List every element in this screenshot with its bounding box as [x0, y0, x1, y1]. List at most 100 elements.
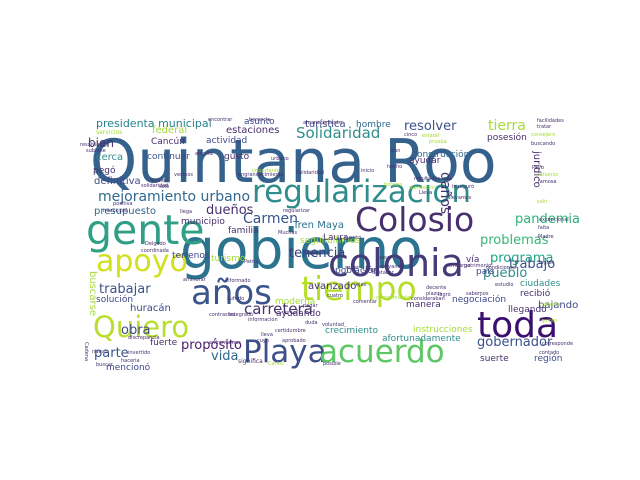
cloud-word: fuerte: [150, 338, 178, 348]
cloud-word: definitiva: [94, 176, 141, 187]
cloud-word: informado: [225, 278, 251, 284]
cloud-word: problemas: [480, 233, 549, 248]
cloud-word: apoyo: [96, 244, 188, 279]
cloud-word: salir: [537, 199, 548, 205]
cloud-word: comentar: [353, 299, 378, 305]
cloud-word: importante: [252, 168, 280, 174]
cloud-word: cumplimiento: [376, 295, 410, 301]
cloud-word: Llegar: [363, 267, 379, 273]
cloud-word: embargo: [448, 263, 470, 269]
cloud-word: continuar: [147, 152, 190, 162]
cloud-word: posible: [323, 361, 341, 367]
cloud-word: años: [191, 273, 272, 313]
cloud-word: trabajar: [99, 282, 151, 297]
cloud-word: Colosio: [355, 200, 474, 239]
cloud-word: coordinada: [141, 248, 169, 254]
cloud-word: famosa: [538, 179, 556, 185]
cloud-word: corresponde: [542, 341, 573, 347]
cloud-word: presupuesto: [94, 206, 156, 217]
cloud-word: región: [534, 353, 562, 364]
cloud-word: municipal: [103, 208, 127, 214]
cloud-word: últimos: [327, 236, 361, 246]
cloud-word: jurídico: [531, 150, 543, 188]
cloud-word: plazos: [426, 291, 442, 297]
cloud-word: resultados: [414, 176, 440, 182]
cloud-word: apoyando: [379, 264, 404, 270]
cloud-word: bajando: [538, 300, 578, 311]
cloud-word: invertido: [128, 350, 150, 356]
cloud-word: médica: [542, 301, 560, 308]
cloud-word: mejoramiento urbano: [98, 189, 250, 205]
cloud-word: Solidaridad: [296, 124, 380, 142]
cloud-word: negociación: [452, 294, 506, 305]
cloud-word: obra: [121, 323, 151, 338]
cloud-word: gobierno: [180, 217, 423, 281]
cloud-word: patrimonio: [464, 263, 491, 269]
cloud-word: inicio: [361, 168, 374, 174]
cloud-word: programa: [490, 251, 553, 266]
cloud-word: aminorar: [183, 277, 207, 283]
cloud-word: Quiero: [93, 310, 189, 344]
cloud-word: familia: [228, 226, 258, 236]
cloud-word: Playa: [243, 334, 327, 370]
cloud-word: pegó: [93, 165, 116, 176]
cloud-word: sublime: [86, 148, 106, 154]
cloud-word: decente: [426, 285, 446, 291]
cloud-word: suerte: [480, 354, 509, 364]
cloud-word: colonia: [328, 241, 464, 285]
cloud-word: lograr: [539, 260, 555, 266]
cloud-word: pagar: [303, 303, 318, 309]
cloud-word: legales: [150, 178, 168, 184]
cloud-word: dan: [391, 148, 400, 154]
cloud-word: pasar: [378, 255, 393, 261]
cloud-word: significa: [238, 358, 263, 365]
cloud-word: amanecimiento: [303, 120, 342, 126]
cloud-word: construcción: [412, 149, 469, 160]
cloud-word: trabajo: [509, 257, 555, 272]
cloud-word: tiempo: [301, 269, 417, 308]
cloud-word: posesión: [487, 132, 527, 143]
cloud-word: resolviendo: [80, 142, 109, 148]
cloud-word: haceria: [121, 358, 140, 364]
cloud-word: lleva: [261, 332, 273, 338]
cloud-word: avanzado: [308, 281, 356, 292]
cloud-word: gente: [86, 206, 205, 254]
cloud-word: ejes: [356, 282, 367, 288]
cloud-word: inauguró: [452, 183, 474, 190]
cloud-word: regularizar: [283, 208, 311, 214]
cloud-word: llega: [180, 209, 192, 215]
cloud-word: logró: [438, 291, 451, 298]
cloud-word: aprobado: [282, 338, 306, 344]
cloud-word: condiciones: [486, 265, 516, 271]
cloud-word: solución: [96, 294, 133, 305]
cloud-word: Patria: [244, 259, 258, 265]
cloud-word: ayudar: [409, 156, 441, 166]
cloud-word: facilidades: [537, 118, 564, 124]
cloud-word: ayudando: [276, 309, 321, 319]
cloud-word: Delgado: [145, 241, 166, 247]
cloud-word: hombre: [356, 120, 391, 130]
cloud-word: pandemia: [515, 212, 580, 227]
cloud-word: buscar: [96, 362, 114, 368]
cloud-word: sólo: [159, 183, 169, 190]
cloud-word: sabemos: [466, 291, 489, 297]
cloud-word: estudio: [495, 282, 513, 288]
cloud-word: estaciones: [226, 125, 280, 136]
cloud-word: turística: [305, 118, 346, 130]
cloud-word: tenencia: [289, 246, 345, 261]
cloud-word: quinto: [541, 318, 557, 324]
cloud-word: urbano: [271, 156, 289, 162]
cloud-word: enfrentamos: [209, 340, 241, 346]
cloud-word: recibió: [520, 288, 551, 299]
cloud-word: certidumbre: [275, 328, 306, 334]
cloud-word: solidaridad: [141, 183, 169, 189]
cloud-word: contrastes: [209, 312, 236, 318]
cloud-word: seguir: [300, 236, 328, 246]
cloud-word: pueblo: [483, 266, 527, 281]
cloud-word: Carmen: [243, 211, 298, 227]
cloud-word: municipio: [181, 217, 225, 227]
cloud-word: llegando: [508, 305, 547, 315]
cloud-word: vida: [211, 349, 239, 364]
cloud-word: buscando: [531, 141, 555, 147]
